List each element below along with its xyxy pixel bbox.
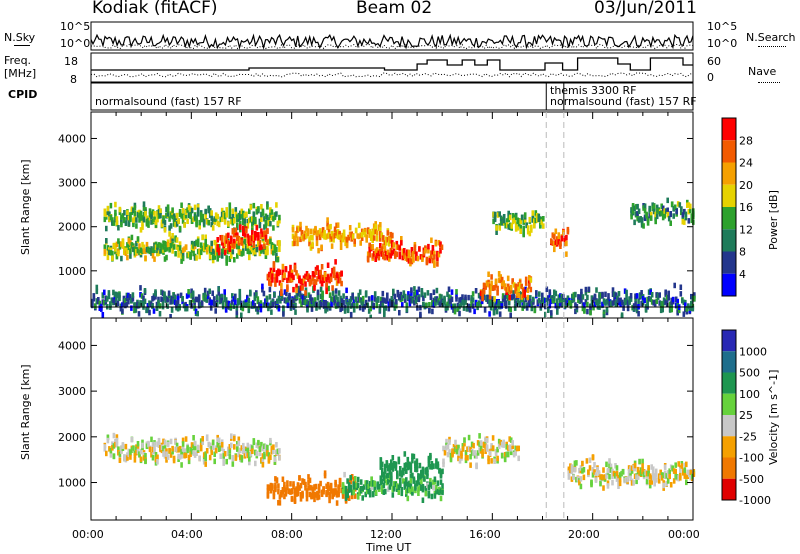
velocity-echo-band-3: [341, 471, 444, 503]
nsky-trace: [90, 33, 694, 50]
power-ytick-label-3000: 3000: [58, 177, 86, 190]
velocity-colorbar-swatch-1: [722, 330, 736, 352]
nsearch-legend-line: [758, 46, 786, 47]
power-echo-band-8: [479, 271, 533, 302]
velocity-colorbar-tick-4: 25: [739, 409, 753, 422]
nave-tick-bottom: 0: [707, 71, 714, 84]
power-colorbar-tick-2: 24: [739, 157, 753, 170]
power-colorbar-tick-5: 12: [739, 223, 753, 236]
cpid-mode-2: themis 3300 RF: [550, 84, 637, 97]
velocity-colorbar-tick-7: -500: [739, 473, 764, 486]
nsky-label: N.Sky: [4, 31, 36, 44]
cpid-panel-frame: [90, 82, 694, 111]
velocity-echo-band-6: [567, 454, 696, 491]
nave-tick-top: 60: [707, 55, 721, 68]
power-colorbar-frame: [721, 117, 737, 297]
velocity-echo-band-5: [442, 433, 520, 470]
beam-title: Beam 02: [356, 0, 433, 18]
power-echo-band-5: [266, 259, 343, 296]
date-title: 03/Jun/2011: [594, 0, 697, 18]
cpid-mode-3: normalsound (fast) 157 RF: [550, 95, 697, 108]
power-echo-band-6: [291, 217, 394, 254]
xtick-6: 00:00: [668, 528, 700, 541]
power-echo-band-3: [103, 201, 281, 237]
station-title: Kodiak (fitACF): [92, 0, 218, 18]
xtick-4: 16:00: [469, 528, 501, 541]
power-colorbar-tick-1: 28: [739, 134, 753, 147]
velocity-colorbar-swatch-2: [722, 351, 736, 373]
velocity-colorbar-tick-5: -25: [739, 430, 757, 443]
freq-panel-frame: [90, 52, 694, 83]
xtick-1: 04:00: [171, 528, 203, 541]
cpid-mode-1: normalsound (fast) 157 RF: [95, 95, 242, 108]
xtick-2: 08:00: [271, 528, 303, 541]
power-echo-band-2: [103, 233, 281, 266]
nave-label: Nave: [748, 65, 777, 78]
velocity-colorbar-frame: [721, 329, 737, 501]
velocity-echo-band-2: [266, 470, 357, 506]
nave-trace: [90, 72, 694, 78]
power-ytick-label-2000: 2000: [58, 221, 86, 234]
freq-label: Freq.: [4, 54, 32, 67]
velocity-colorbar-swatch-7: [722, 457, 736, 479]
velocity-colorbar-swatch-5: [722, 415, 736, 437]
xtick-5: 20:00: [568, 528, 600, 541]
velocity-colorbar-tick-8: -1000: [739, 494, 771, 507]
power-echo-band-9: [492, 210, 545, 238]
velocity-colorbar-swatch-6: [722, 436, 736, 458]
velocity-colorbar-swatch-8: [722, 478, 736, 500]
power-colorbar-tick-7: 4: [739, 268, 746, 281]
freq-unit-label: [MHz]: [4, 67, 37, 80]
nsky-legend-line: [14, 45, 30, 46]
power-colorbar-tick-4: 16: [739, 201, 753, 214]
cpid-label: CPID: [8, 88, 38, 101]
power-colorbar-tick-6: 8: [739, 246, 746, 259]
freq-tick-bottom: 8: [70, 73, 77, 86]
velocity-echo-band-4: [379, 451, 444, 485]
power-echo-band-10: [550, 226, 570, 257]
velocity-ytick-label-2000: 2000: [58, 431, 86, 444]
nsky-tick-bottom: 10^0: [60, 37, 91, 50]
power-echo-band-7: [366, 235, 444, 268]
velocity-colorbar-swatch-3: [722, 372, 736, 394]
nsearch-tick-bottom: 10^0: [707, 37, 738, 50]
power-echo-band-4: [216, 224, 269, 256]
velocity-ytick-label-1000: 1000: [58, 477, 86, 490]
nsky-tick-top: 10^5: [60, 20, 91, 33]
velocity-ytick-label-4000: 4000: [58, 339, 86, 352]
power-colorbar-swatch-2: [722, 140, 736, 163]
power-colorbar-swatch-1: [722, 118, 736, 141]
velocity-colorbar-swatch-4: [722, 393, 736, 415]
xtick-0: 00:00: [72, 528, 104, 541]
power-colorbar-swatch-6: [722, 229, 736, 252]
velocity-ytick-label-3000: 3000: [58, 385, 86, 398]
xaxis-label: Time UT: [366, 541, 412, 554]
power-colorbar-swatch-4: [722, 184, 736, 207]
power-ytick-label-1000: 1000: [58, 265, 86, 278]
xtick-3: 12:00: [370, 528, 402, 541]
velocity-colorbar-tick-1: 1000: [739, 345, 767, 358]
nave-legend-line: [758, 82, 780, 83]
velocity-colorbar-tick-6: -100: [739, 452, 764, 465]
power-colorbar-swatch-5: [722, 207, 736, 230]
nsearch-label: N.Search: [746, 31, 796, 44]
velocity-colorbar-tick-3: 100: [739, 388, 760, 401]
freq-tick-top: 18: [64, 55, 78, 68]
nsearch-trace: [90, 43, 694, 50]
velocity-colorbar-tick-2: 500: [739, 367, 760, 380]
power-colorbar-swatch-7: [722, 251, 736, 274]
power-colorbar-swatch-8: [722, 273, 736, 296]
power-ytick-label-4000: 4000: [58, 132, 86, 145]
velocity-echo-band-1: [103, 432, 281, 468]
power-colorbar-tick-3: 20: [739, 179, 753, 192]
nsearch-tick-top: 10^5: [707, 20, 738, 33]
freq-trace: [91, 57, 693, 71]
power-colorbar-swatch-3: [722, 162, 736, 185]
